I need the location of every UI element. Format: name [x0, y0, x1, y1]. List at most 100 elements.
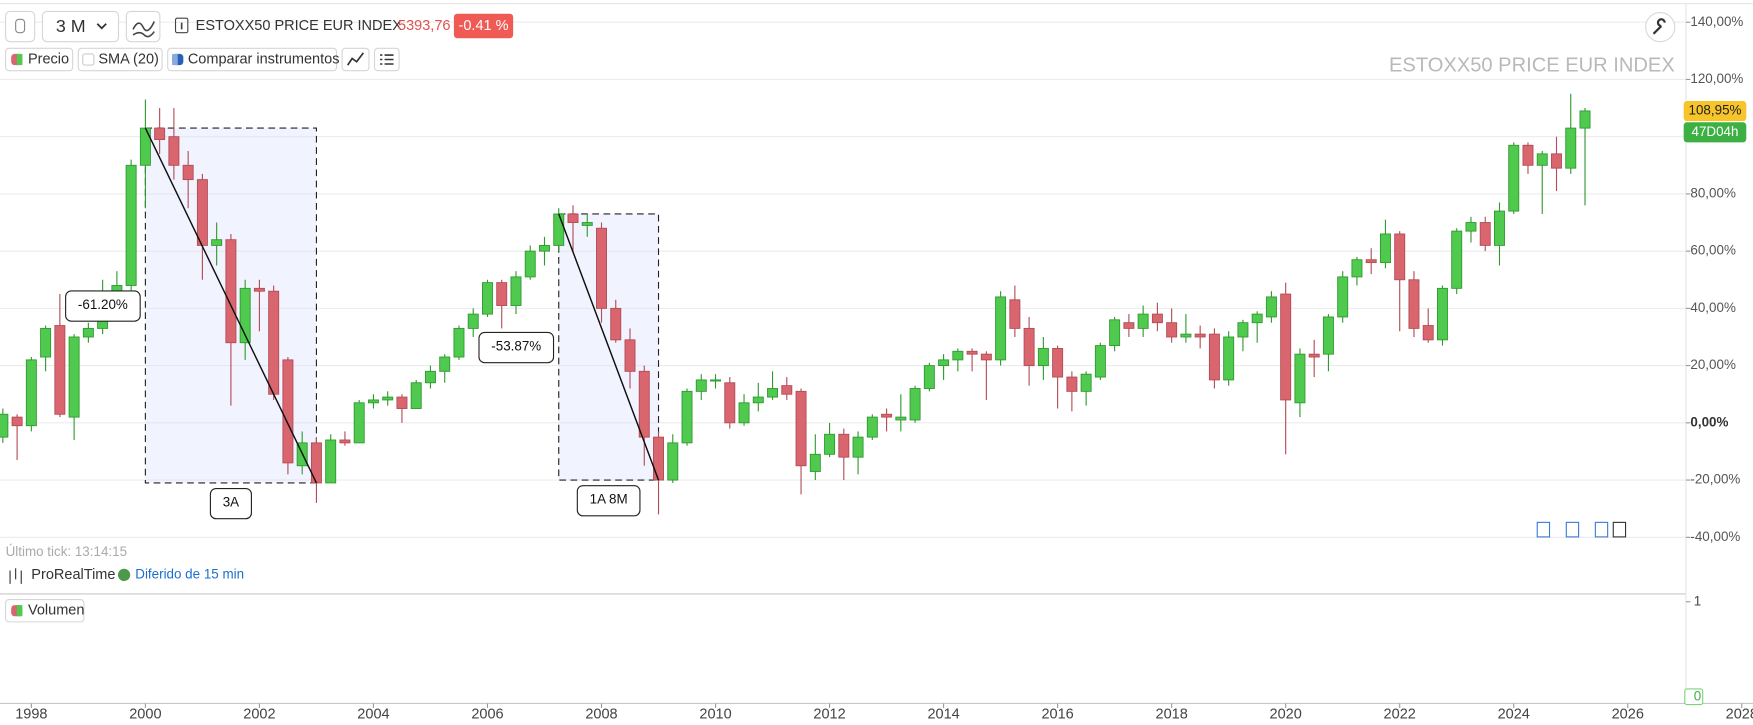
candle-body: [1137, 313, 1149, 329]
volume-tick-label: 1: [1694, 593, 1701, 608]
candle-body: [1565, 127, 1577, 169]
y-tick-label: 120,00%: [1690, 71, 1743, 86]
annotation-label: 1A 8M: [576, 485, 641, 517]
volume-badge: [1684, 688, 1704, 706]
candle-body: [1494, 210, 1505, 246]
x-tick-label: 2004: [357, 707, 389, 723]
instrument-title: ESTOXX50 PRICE EUR INDEX: [196, 18, 403, 34]
change-badge: [453, 13, 514, 39]
measure-line: [144, 127, 318, 484]
candle-body: [125, 164, 137, 286]
candle-body: [866, 416, 878, 438]
candle-body: [524, 250, 536, 278]
candle-body: [596, 227, 607, 309]
draw-button[interactable]: [341, 47, 370, 72]
candle-body: [139, 127, 151, 166]
candle-body: [40, 327, 52, 358]
candle-body: [1009, 299, 1021, 329]
candle-body: [1536, 153, 1548, 166]
info-icon[interactable]: [174, 17, 189, 34]
label-box: [576, 485, 641, 517]
candle-body: [738, 402, 750, 424]
candle-body: [1194, 333, 1206, 338]
candle-body: [367, 399, 379, 404]
candle-body: [1066, 376, 1078, 392]
candle-body: [752, 396, 764, 404]
candle-body: [253, 287, 265, 292]
x-tick-label: 2018: [1156, 707, 1188, 723]
icon: [1652, 18, 1666, 35]
candle-body: [1479, 222, 1491, 246]
candle-body: [1365, 259, 1377, 264]
delay-icon: [117, 568, 131, 582]
source: ProRealTime: [31, 567, 115, 583]
y-tick-label: 20,00%: [1690, 357, 1736, 372]
candle-body: [1223, 336, 1235, 381]
candle-body: [396, 396, 408, 409]
icon[interactable]: [1612, 521, 1627, 538]
icon[interactable]: [1536, 521, 1551, 538]
grid: [0, 21, 1686, 538]
volume-legend[interactable]: [5, 598, 85, 623]
x-tick-label: 2022: [1384, 707, 1416, 723]
candle-body: [1037, 347, 1049, 367]
candle-body: [1451, 230, 1463, 289]
candle-body: [1080, 373, 1092, 392]
candle-body: [1265, 296, 1277, 318]
candle-body: [553, 213, 565, 246]
x-tick-label: 2012: [813, 707, 845, 723]
compare-button[interactable]: [167, 47, 338, 72]
candle-body: [1422, 325, 1434, 341]
candle-body: [539, 244, 550, 252]
candle-body: [25, 359, 37, 427]
candle-body: [1023, 327, 1035, 367]
candle-body: [1237, 322, 1249, 338]
candle-body: [1251, 313, 1263, 324]
annotation-label: -53.87%: [478, 331, 555, 364]
y-tick-label: 0,00%: [1690, 414, 1728, 429]
candle-body: [339, 439, 351, 444]
lock-button[interactable]: [5, 10, 36, 43]
candle-body: [510, 276, 522, 306]
candle-body: [196, 179, 208, 246]
annotation-label: -61.20%: [65, 290, 141, 322]
candle-body: [1551, 153, 1562, 169]
candle-body: [1436, 287, 1448, 341]
candle-body: [467, 313, 479, 329]
candle-body: [1465, 222, 1477, 232]
icon[interactable]: [1594, 521, 1609, 538]
candle-body: [980, 353, 992, 361]
candle-body: [1408, 279, 1420, 329]
legend-sma[interactable]: [77, 47, 163, 72]
last-tick: Último tick: 13:14:15: [6, 544, 127, 559]
icon: [380, 54, 394, 65]
legend-swatch: [16, 53, 23, 66]
candle-body: [1394, 233, 1406, 281]
delay: Diferido de 15 min: [135, 566, 244, 581]
legend-label: SMA (20): [98, 51, 159, 67]
candle-body: [624, 339, 636, 372]
volume-tick-label: 0: [1694, 688, 1701, 703]
candle-body: [353, 402, 365, 444]
candle-body: [995, 296, 1007, 361]
candle-body: [1308, 353, 1320, 358]
y-tick-label: 80,00%: [1690, 185, 1736, 200]
candle-body: [895, 416, 907, 421]
candle-body: [781, 385, 793, 395]
icon[interactable]: [1565, 521, 1580, 538]
period-selector[interactable]: [41, 10, 120, 43]
candle-body: [453, 327, 465, 358]
x-tick-label: 2002: [243, 707, 275, 723]
legend-swatch: [172, 53, 178, 66]
candle-body: [809, 453, 821, 472]
change: -0.41 %: [459, 18, 509, 34]
x-tick-label: 2028: [1726, 707, 1753, 723]
label-text: -53.87%: [491, 339, 541, 354]
candle-body: [382, 396, 394, 401]
candle-body: [1166, 322, 1178, 338]
x-tick-label: 2020: [1270, 707, 1302, 723]
x-tick-label: 2016: [1041, 707, 1073, 723]
x-tick-label: 2026: [1612, 707, 1644, 723]
legend-label: Precio: [28, 51, 69, 67]
